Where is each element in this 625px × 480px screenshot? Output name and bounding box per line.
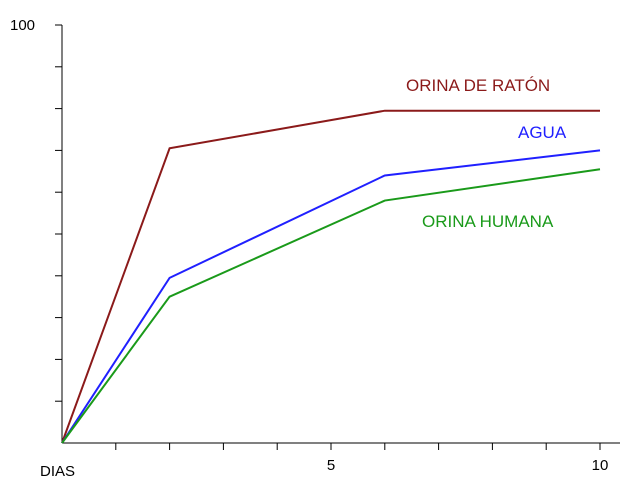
axes: 5 10 100 [10, 17, 620, 474]
x-tick-label: 10 [592, 457, 609, 474]
y-tick-label: 100 [10, 17, 35, 34]
series-label-orina-humana: ORINA HUMANA [422, 212, 554, 231]
series-lines [61, 109, 601, 444]
series-line [61, 168, 601, 444]
series-label-orina-de-raton: ORINA DE RATÓN [406, 76, 550, 95]
series-label-agua: AGUA [518, 123, 567, 142]
x-tick-label: 5 [327, 457, 335, 474]
series-line [61, 149, 601, 444]
series-line [61, 109, 600, 444]
x-axis-label: DIAS [40, 463, 75, 480]
series-labels: ORINA DE RATÓN AGUA ORINA HUMANA [406, 76, 567, 231]
